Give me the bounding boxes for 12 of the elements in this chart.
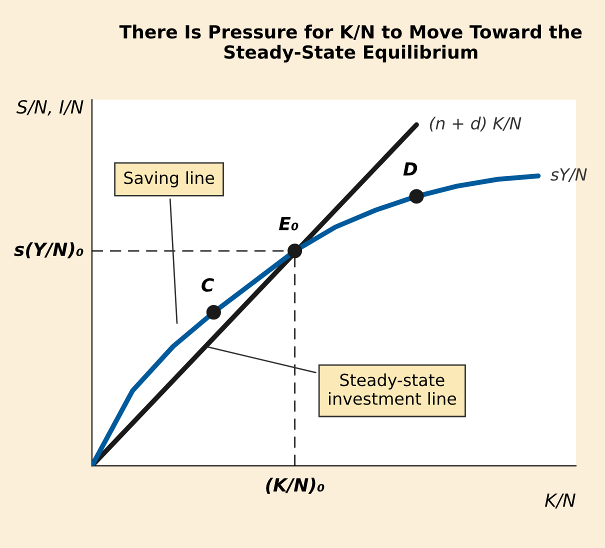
series-label: (n + d) K/N: [430, 116, 522, 132]
annotation: E₀: [278, 216, 298, 230]
annotation: Steady-state investment line: [329, 373, 456, 405]
annotation: C: [202, 278, 214, 292]
text: (K/N)₀: [266, 478, 324, 494]
series-label: sY/N: [550, 168, 587, 182]
annotation: D: [403, 162, 418, 176]
chart-title: There Is Pressure for K/N to Move Toward the Steady-State Equilibrium: [119, 24, 582, 62]
annotation: Saving line: [124, 171, 214, 188]
x-axis-title: K/N: [545, 494, 576, 508]
ref-line-label: s(Y/N)₀: [14, 242, 84, 258]
y-axis-title: S/N, I/N: [16, 100, 84, 116]
